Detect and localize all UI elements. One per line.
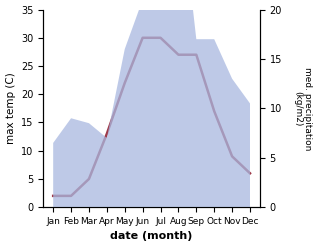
- X-axis label: date (month): date (month): [110, 231, 193, 242]
- Y-axis label: med. precipitation
(kg/m2): med. precipitation (kg/m2): [293, 67, 313, 150]
- Y-axis label: max temp (C): max temp (C): [5, 72, 16, 144]
